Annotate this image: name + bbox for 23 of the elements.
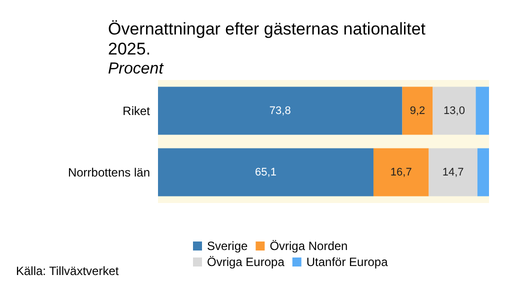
y-tick-label: Norrbottens län	[68, 165, 150, 180]
bar	[158, 86, 402, 135]
text: Källa: Tillväxtverket	[16, 264, 120, 278]
data-label: 16,7	[390, 166, 412, 178]
data-label: 9,2	[410, 104, 426, 117]
legend-label: Övriga Norden	[270, 239, 348, 253]
bar	[158, 148, 374, 196]
bar	[477, 148, 489, 196]
bar	[402, 86, 433, 135]
bar	[476, 86, 489, 135]
chart-subtitle: Procent	[108, 60, 164, 78]
legend-label: Utanför Europa	[306, 255, 388, 269]
legend-label: Övriga Europa	[207, 255, 285, 269]
data-label: 13,0	[444, 104, 465, 117]
data-label: 14,7	[442, 166, 464, 178]
bar	[373, 148, 429, 196]
y-tick-label: Riket	[122, 104, 151, 118]
bar	[428, 148, 478, 196]
data-label: 65,1	[255, 166, 276, 178]
bar	[432, 86, 476, 135]
legend-label: Sverige	[207, 239, 248, 253]
data-label: 73,8	[269, 104, 291, 117]
chart-title: Övernattningar efter gästernas nationalitet 2025.	[108, 20, 426, 58]
